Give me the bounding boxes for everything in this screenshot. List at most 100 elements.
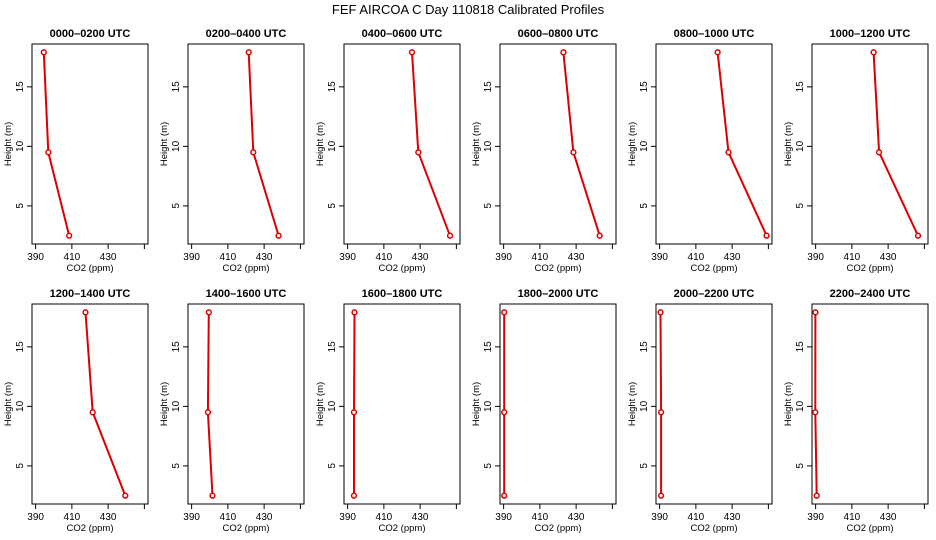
x-tick-label: 430: [100, 252, 117, 263]
data-point: [40, 49, 47, 56]
x-axis-label: CO2 (ppm): [379, 263, 426, 274]
data-point: [122, 492, 129, 499]
data-point: [45, 149, 52, 156]
x-tick-label: 410: [844, 252, 861, 263]
y-tick-label: 5: [171, 203, 182, 209]
y-tick-label: 15: [15, 81, 26, 93]
x-tick-label: 390: [183, 512, 200, 523]
plot-frame: [499, 43, 617, 245]
x-tick-label: 430: [256, 512, 273, 523]
plot-frame: [343, 43, 461, 245]
data-point: [870, 49, 877, 56]
y-tick-label: 5: [795, 463, 806, 469]
y-tick-label: 10: [639, 400, 650, 412]
x-axis-label: CO2 (ppm): [535, 523, 582, 534]
y-axis-label: Height (m): [3, 122, 14, 166]
y-tick-label: 10: [327, 140, 338, 152]
y-tick-label: 5: [639, 463, 650, 469]
data-point: [812, 409, 819, 416]
y-axis-label: Height (m): [783, 122, 794, 166]
plot-frame: [187, 303, 305, 505]
x-axis-label: CO2 (ppm): [223, 523, 270, 534]
panel-title: 0800–1000 UTC: [674, 28, 755, 40]
y-tick-label: 5: [639, 203, 650, 209]
y-tick-label: 10: [327, 400, 338, 412]
data-point: [446, 232, 454, 239]
panel-title: 0600–0800 UTC: [518, 28, 599, 40]
profile-line: [814, 312, 818, 496]
x-tick-label: 430: [568, 512, 585, 523]
plot-frame: [343, 303, 461, 505]
x-tick-label: 410: [844, 512, 861, 523]
y-tick-label: 5: [327, 463, 338, 469]
x-axis-label: CO2 (ppm): [847, 263, 894, 274]
x-tick-label: 390: [27, 512, 44, 523]
x-tick-label: 410: [532, 512, 549, 523]
data-point: [205, 309, 212, 316]
data-point: [275, 232, 282, 239]
data-point: [657, 409, 665, 416]
panel-title: 1400–1600 UTC: [206, 288, 287, 300]
y-tick-label: 15: [795, 81, 806, 93]
x-tick-label: 410: [220, 512, 237, 523]
data-point: [501, 492, 508, 499]
y-tick-label: 10: [171, 140, 182, 152]
data-point: [250, 149, 257, 156]
y-axis-label: Height (m): [315, 122, 326, 166]
data-point: [82, 309, 89, 316]
y-tick-label: 5: [15, 203, 26, 209]
y-tick-label: 10: [171, 400, 182, 412]
x-tick-label: 410: [220, 252, 237, 263]
plot-frame: [811, 43, 929, 245]
y-tick-label: 15: [483, 81, 494, 93]
profile-line: [716, 52, 768, 237]
data-point: [875, 149, 883, 156]
y-tick-label: 10: [483, 140, 494, 152]
profile-line: [353, 312, 356, 496]
data-point: [245, 49, 252, 56]
y-axis-label: Height (m): [159, 382, 170, 426]
x-axis-label: CO2 (ppm): [223, 263, 270, 274]
profile-line: [411, 52, 451, 237]
x-tick-label: 430: [256, 252, 273, 263]
y-tick-label: 15: [15, 341, 26, 353]
data-point: [657, 309, 664, 316]
data-point: [501, 409, 508, 416]
panel-title: 0200–0400 UTC: [206, 28, 287, 40]
y-tick-label: 15: [795, 341, 806, 353]
data-point: [415, 149, 422, 156]
panel-title: 0000–0200 UTC: [50, 28, 131, 40]
y-axis-label: Height (m): [471, 122, 482, 166]
data-point: [914, 232, 922, 239]
data-point: [714, 49, 721, 56]
x-axis-label: CO2 (ppm): [691, 263, 738, 274]
x-tick-label: 430: [724, 252, 741, 263]
y-tick-label: 15: [639, 81, 650, 93]
x-tick-label: 390: [807, 252, 824, 263]
panel-title: 1600–1800 UTC: [362, 288, 443, 300]
y-axis-label: Height (m): [3, 382, 14, 426]
data-point: [351, 309, 358, 316]
x-axis-label: CO2 (ppm): [67, 263, 114, 274]
x-tick-label: 430: [412, 512, 429, 523]
y-axis-label: Height (m): [315, 382, 326, 426]
panel-title: 0400–0600 UTC: [362, 28, 443, 40]
y-tick-label: 5: [483, 203, 494, 209]
y-tick-label: 5: [483, 463, 494, 469]
y-tick-label: 10: [15, 400, 26, 412]
x-tick-label: 390: [651, 252, 668, 263]
y-tick-label: 10: [795, 140, 806, 152]
x-tick-label: 390: [807, 512, 824, 523]
x-axis-label: CO2 (ppm): [535, 263, 582, 274]
plot-frame: [811, 303, 929, 505]
plot-frame: [187, 43, 305, 245]
y-axis-label: Height (m): [159, 122, 170, 166]
x-tick-label: 430: [724, 512, 741, 523]
profile-line: [247, 52, 280, 236]
y-tick-label: 15: [327, 341, 338, 353]
x-tick-label: 410: [688, 252, 705, 263]
